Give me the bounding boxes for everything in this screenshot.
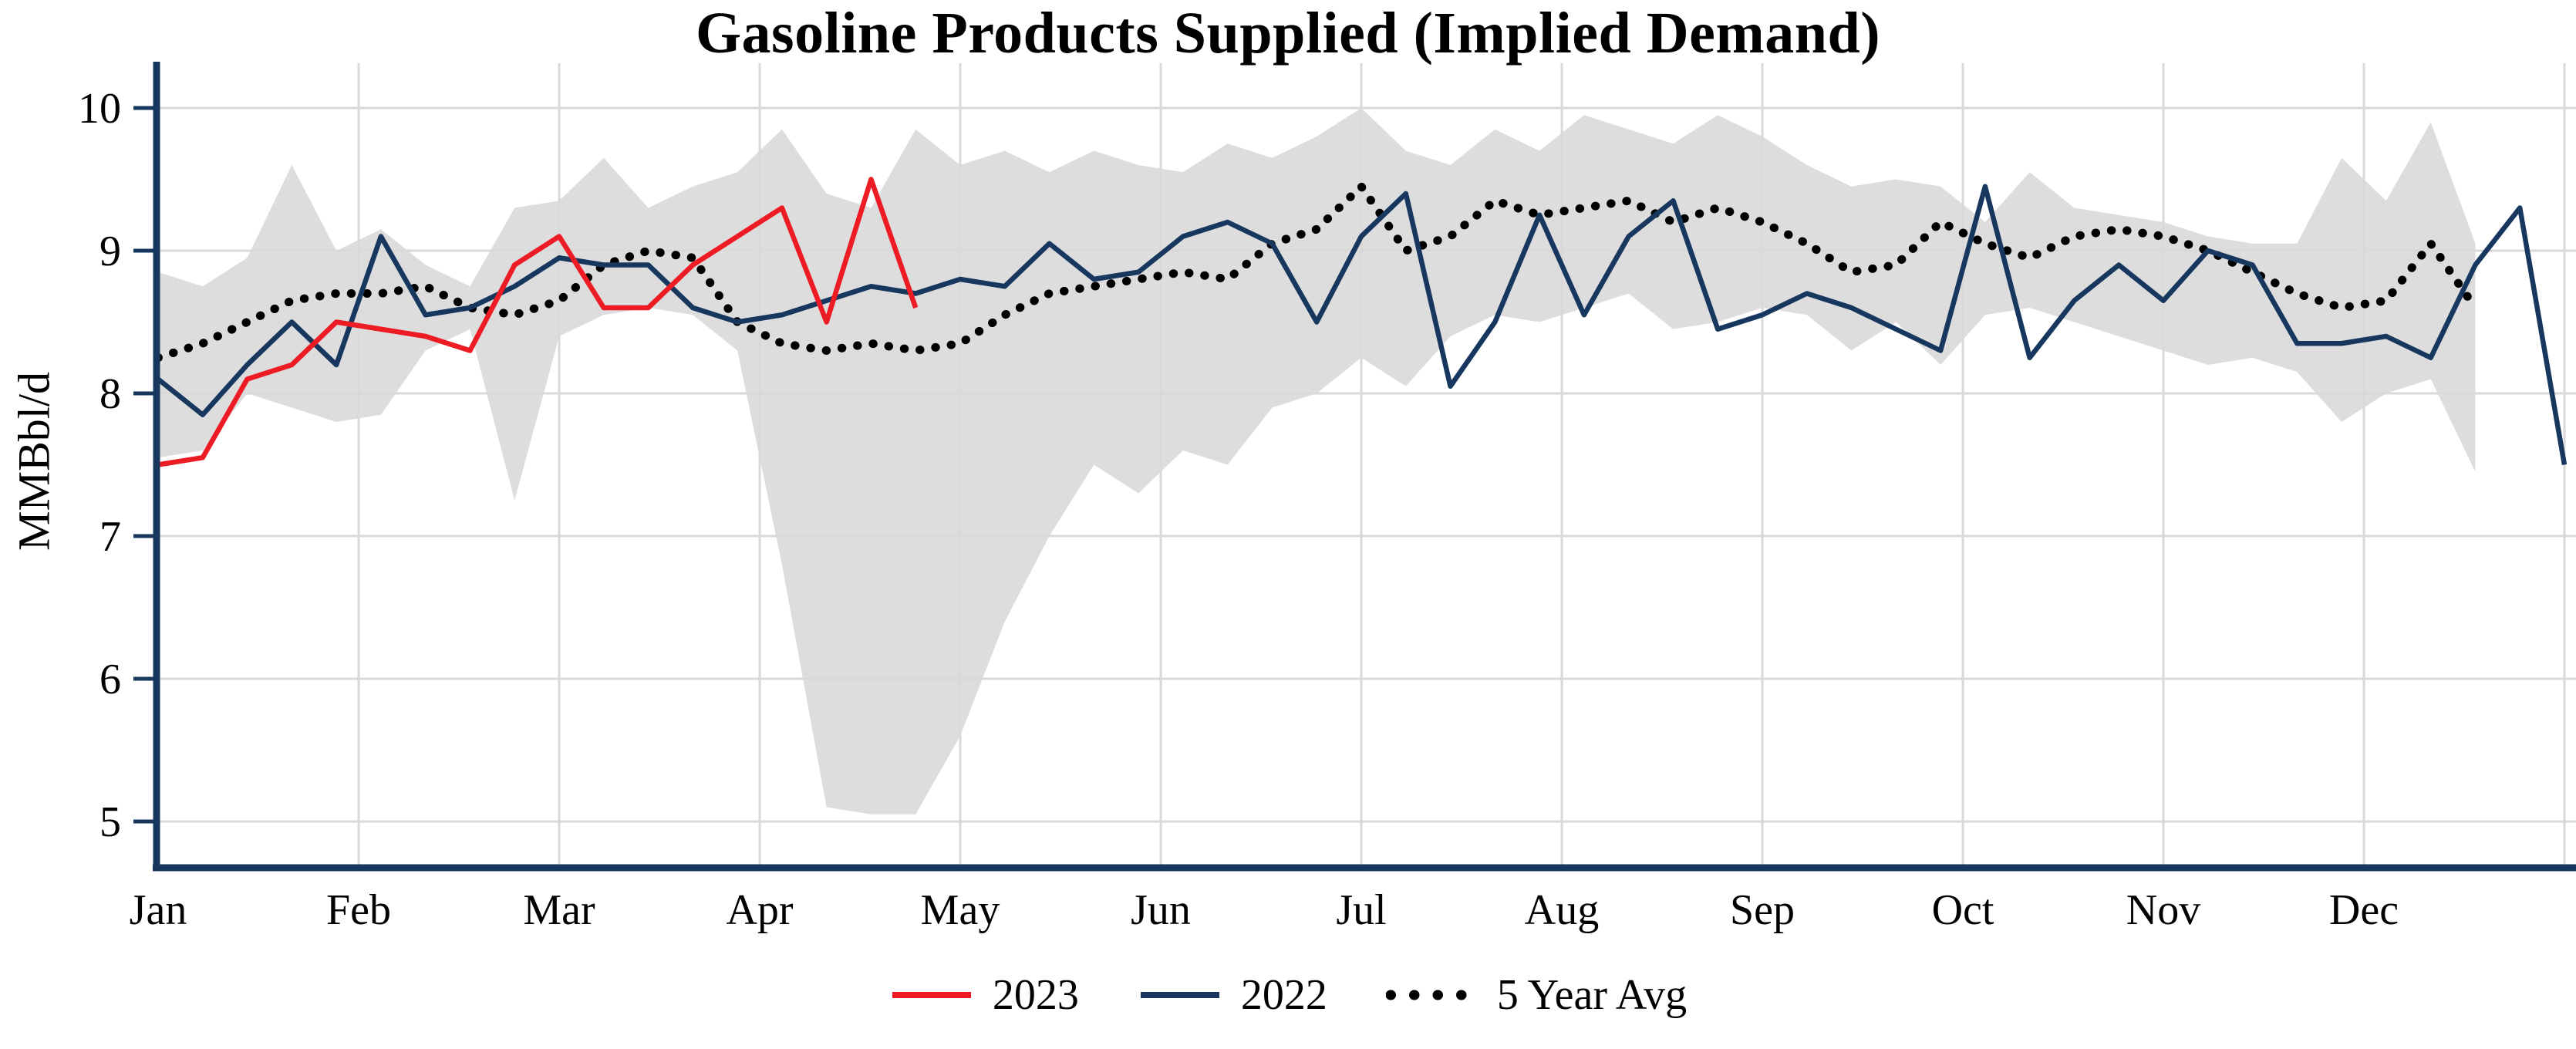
y-tick-label: 7: [99, 513, 121, 561]
legend-item-2023: 2023: [889, 970, 1079, 1020]
x-tick-label-month: Nov: [2126, 886, 2200, 934]
legend-line-2022-icon: [1140, 992, 1219, 998]
x-tick-label-month: Jul: [1336, 886, 1386, 934]
legend-item-5yr-avg: 5 Year Avg: [1385, 970, 1688, 1020]
x-tick-label-month: Apr: [726, 886, 793, 934]
series-line-2023: [157, 177, 919, 467]
series-line-2022: [156, 184, 2568, 466]
legend-label-2022: 2022: [1240, 971, 1327, 1019]
legend-label-2023: 2023: [992, 971, 1079, 1019]
x-tick-label-month: Dec: [2329, 886, 2399, 934]
y-tick-label: 9: [99, 228, 121, 275]
legend-dotted-line-icon: [1385, 990, 1479, 1000]
legend-label-5yr-avg: 5 Year Avg: [1496, 971, 1688, 1019]
series-line-5-year-avg: [153, 182, 2480, 363]
x-tick-label-month: Aug: [1525, 886, 1599, 934]
legend-line-2023-icon: [892, 992, 971, 998]
y-tick-label: 5: [99, 798, 121, 846]
chart-legend: 2023 2022 5 Year Avg: [0, 970, 2576, 1020]
x-tick-label-month: Sep: [1730, 886, 1795, 934]
chart-title: Gasoline Products Supplied (Implied Dema…: [695, 1, 1881, 66]
x-tick-label-month: May: [921, 886, 1000, 934]
x-tick-label-month: Jun: [1131, 886, 1191, 934]
y-tick-label: 6: [99, 656, 121, 703]
x-tick-label-month: Oct: [1932, 886, 1994, 934]
legend-item-2022: 2022: [1138, 970, 1327, 1020]
x-tick-label-month: Mar: [523, 886, 595, 934]
band-area: [158, 108, 2476, 815]
y-tick-label: 8: [99, 370, 121, 418]
x-tick-label-month: Jan: [130, 886, 187, 934]
y-tick-label: 10: [78, 85, 121, 133]
x-tick-label-month: Feb: [326, 886, 391, 934]
